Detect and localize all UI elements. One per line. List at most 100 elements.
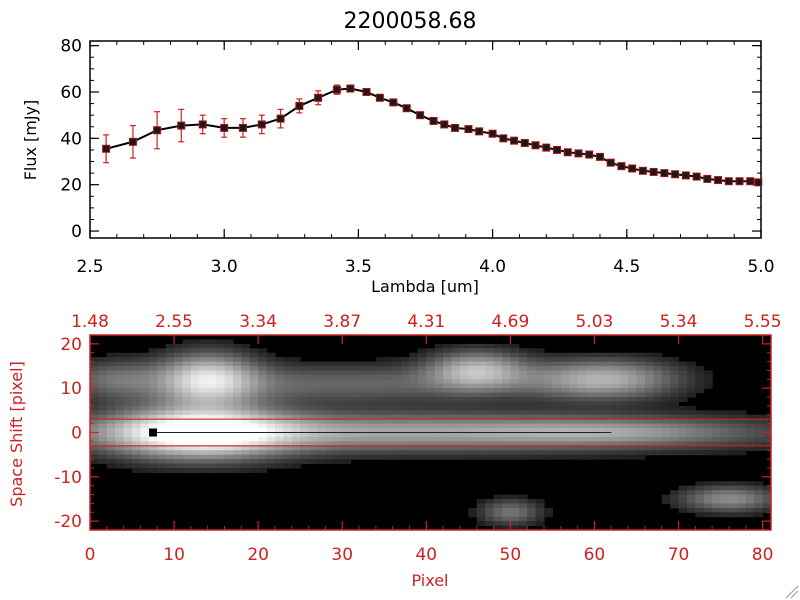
spectrum-image-cell bbox=[443, 405, 453, 411]
spectrum-image-cell bbox=[190, 339, 200, 345]
spectrum-image-cell bbox=[737, 512, 747, 518]
spectrum-image-cell bbox=[703, 374, 713, 380]
spectrum-image-cell bbox=[367, 397, 377, 403]
spectrum-image-cell bbox=[90, 432, 100, 438]
spectrum-image-cell bbox=[501, 428, 511, 434]
spectrum-image-cell bbox=[459, 454, 469, 460]
spectrum-image-cell bbox=[501, 366, 511, 372]
spectrum-image-cell bbox=[459, 343, 469, 349]
spectrum-image-cell bbox=[249, 374, 259, 380]
resize-grip-icon[interactable] bbox=[785, 585, 799, 599]
spectrum-data-point bbox=[128, 137, 137, 146]
spectrum-image-cell bbox=[384, 366, 394, 372]
spectrum-image-cell bbox=[636, 374, 646, 380]
spectrum-image-cell bbox=[628, 428, 638, 434]
spectrum-image-cell bbox=[216, 343, 226, 349]
spectrum-image-cell bbox=[241, 432, 251, 438]
spectrum-image-cell bbox=[216, 388, 226, 394]
spectrum-image-cell bbox=[417, 392, 427, 398]
spectrum-image-cell bbox=[283, 450, 293, 456]
spectrum-image-cell bbox=[535, 419, 545, 425]
spectrum-image-cell bbox=[190, 343, 200, 349]
spectrum-image-cell bbox=[544, 450, 554, 456]
spectrum-image-cell bbox=[686, 445, 696, 451]
spectrum-image-cell bbox=[552, 450, 562, 456]
spectrum-image-cell bbox=[670, 370, 680, 376]
spectrum-image-cell bbox=[434, 374, 444, 380]
spectrum-image-cell bbox=[392, 436, 402, 442]
spectrum-image-cell bbox=[535, 507, 545, 513]
spectrum-image-cell bbox=[174, 388, 184, 394]
spectrum-data-point bbox=[714, 176, 723, 185]
spectrum-image-cell bbox=[443, 366, 453, 372]
spectrum-image-cell bbox=[737, 414, 747, 420]
spectrum-image-cell bbox=[190, 463, 200, 469]
spectrum-image-cell bbox=[611, 405, 621, 411]
spectrum-image-cell bbox=[586, 410, 596, 416]
spectrum-image-cell bbox=[451, 423, 461, 429]
spectrum-image-cell bbox=[510, 494, 520, 500]
spectrum-image-cell bbox=[274, 463, 284, 469]
spectrum-image-cell bbox=[619, 423, 629, 429]
spectrum-image-cell bbox=[359, 445, 369, 451]
spectrum-image-cell bbox=[123, 423, 133, 429]
spectrum-image-cell bbox=[232, 366, 242, 372]
spectrum-image-cell bbox=[493, 397, 503, 403]
spectrum-image-cell bbox=[258, 423, 268, 429]
spectrum-image-cell bbox=[317, 401, 327, 407]
spectrum-image-cell bbox=[560, 445, 570, 451]
spectrum-image-cell bbox=[510, 441, 520, 447]
spectrum-image-cell bbox=[426, 401, 436, 407]
spectrum-image-cell bbox=[594, 401, 604, 407]
spectrum-image-cell bbox=[384, 441, 394, 447]
spectrum-image-cell bbox=[291, 383, 301, 389]
spectrum-image-cell bbox=[434, 379, 444, 385]
spectrum-image-cell bbox=[695, 366, 705, 372]
spectrum-image-cell bbox=[686, 485, 696, 491]
spectrum-image-cell bbox=[653, 436, 663, 442]
spectrum-image-cell bbox=[485, 357, 495, 363]
spectrum-image-cell bbox=[661, 392, 671, 398]
spectrum-image-cell bbox=[115, 423, 125, 429]
spectrum-image-cell bbox=[451, 441, 461, 447]
spectrum-image-cell bbox=[115, 352, 125, 358]
spectrum-image-cell bbox=[300, 397, 310, 403]
spectrum-image-cell bbox=[325, 388, 335, 394]
spectrum-image-cell bbox=[207, 410, 217, 416]
spectrum-image-cell bbox=[249, 379, 259, 385]
spectrum-image-cell bbox=[241, 467, 251, 473]
spectrum-image-cell bbox=[510, 428, 520, 434]
spectrum-image-cell bbox=[653, 366, 663, 372]
spectrum-image-cell bbox=[317, 370, 327, 376]
spectrum-image-cell bbox=[501, 441, 511, 447]
spectrum-image-cell bbox=[401, 419, 411, 425]
spectrum-image-cell bbox=[670, 423, 680, 429]
spectrum-image-cell bbox=[527, 392, 537, 398]
spectrum-image-cell bbox=[317, 405, 327, 411]
spectrum-image-cell bbox=[712, 485, 722, 491]
spectrum-image-cell bbox=[174, 428, 184, 434]
spectrum-image-cell bbox=[249, 357, 259, 363]
spectrum-image-cell bbox=[249, 441, 259, 447]
spectrum-image-cell bbox=[712, 441, 722, 447]
spectrum-image-cell bbox=[115, 419, 125, 425]
spectrum-image-cell bbox=[367, 392, 377, 398]
spectrum-image-cell bbox=[644, 445, 654, 451]
spectrum-image-cell bbox=[745, 441, 755, 447]
spectrum-image-cell bbox=[190, 361, 200, 367]
spectrum-image-cell bbox=[468, 357, 478, 363]
spectrum-image-cell bbox=[712, 432, 722, 438]
spectrum-image-cell bbox=[384, 383, 394, 389]
spectrum-data-point bbox=[429, 116, 438, 125]
spectrum-image-cell bbox=[350, 366, 360, 372]
spectrum-image-cell bbox=[476, 379, 486, 385]
spectrum-image-cell bbox=[224, 401, 234, 407]
spectrum-image-cell bbox=[375, 428, 385, 434]
spectrum-image-cell bbox=[476, 383, 486, 389]
spectrum-image-cell bbox=[190, 414, 200, 420]
spectrum-image-cell bbox=[535, 379, 545, 385]
spectrum-image-cell bbox=[140, 445, 150, 451]
spectrum-image-cell bbox=[182, 388, 192, 394]
spectrum-image-cell bbox=[611, 366, 621, 372]
spectrum-image-cell bbox=[628, 370, 638, 376]
